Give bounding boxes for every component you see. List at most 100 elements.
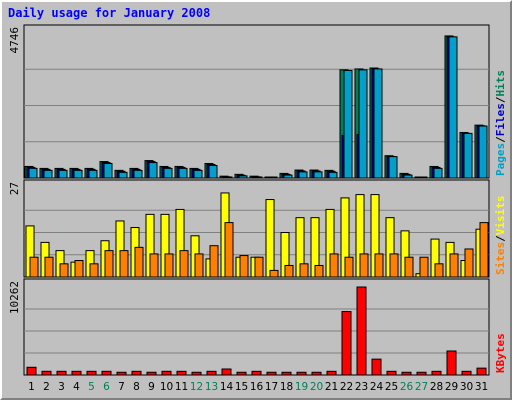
bar-visits-sites-day-29	[449, 253, 459, 278]
bar-visits-sites-day-27	[419, 256, 429, 278]
bar-hits-pages-day-8	[133, 169, 143, 179]
bar-visits-sites-day-5	[89, 263, 99, 278]
x-tick-label-day-12: 12	[190, 381, 203, 393]
bar-kbytes-kbytes-day-29	[446, 350, 457, 376]
bar-visits-sites-day-26	[404, 256, 414, 278]
legend-item: Visits	[494, 196, 507, 236]
panel-visits-ymax-label: 27	[8, 182, 21, 195]
bar-kbytes-kbytes-day-1	[26, 366, 37, 376]
bar-kbytes-kbytes-day-4	[71, 370, 82, 376]
x-tick-label-day-23: 23	[355, 381, 368, 393]
x-tick-label-day-31: 31	[475, 381, 488, 393]
bar-kbytes-kbytes-day-24	[371, 358, 382, 376]
panel-visits-legend: Sites/Visits	[494, 196, 507, 276]
bar-hits-pages-day-28	[433, 167, 443, 179]
bar-hits-pages-day-26	[403, 174, 413, 179]
bar-hits-pages-day-29	[448, 36, 458, 179]
bar-visits-sites-day-13	[209, 245, 219, 278]
bar-visits-sites-day-30	[464, 248, 474, 278]
bar-kbytes-kbytes-day-3	[56, 370, 67, 376]
bar-visits-sites-day-18	[284, 264, 294, 278]
bar-hits-pages-day-27	[418, 176, 428, 179]
bar-hits-pages-day-11	[178, 167, 188, 179]
x-tick-label-day-1: 1	[28, 381, 35, 393]
bar-kbytes-kbytes-day-28	[431, 370, 442, 376]
bar-visits-sites-day-4	[74, 260, 84, 278]
bar-visits-sites-day-19	[299, 263, 309, 278]
x-tick-label-day-16: 16	[250, 381, 264, 393]
x-tick-label-day-5: 5	[88, 381, 95, 393]
bar-hits-pages-day-20	[313, 171, 323, 179]
bar-kbytes-kbytes-day-25	[386, 370, 397, 376]
x-tick-label-day-15: 15	[235, 381, 248, 393]
x-tick-label-day-17: 17	[265, 381, 278, 393]
panel-kbytes-legend: KBytes	[494, 333, 507, 373]
bar-hits-pages-day-21	[328, 171, 338, 179]
bar-kbytes-kbytes-day-5	[86, 370, 97, 376]
x-tick-label-day-13: 13	[205, 381, 218, 393]
x-tick-label-day-24: 24	[370, 381, 384, 393]
panel-hits-plot-area	[23, 24, 490, 179]
bar-hits-pages-day-1	[28, 167, 38, 179]
bar-kbytes-kbytes-day-19	[296, 371, 307, 376]
bar-visits-sites-day-12	[194, 253, 204, 278]
bar-visits-sites-day-21	[329, 253, 339, 278]
x-tick-label-day-2: 2	[43, 381, 50, 393]
bar-kbytes-kbytes-day-16	[251, 370, 262, 376]
bar-visits-sites-day-7	[119, 250, 129, 278]
bar-hits-pages-day-25	[388, 156, 398, 179]
bar-kbytes-kbytes-day-23	[356, 286, 367, 376]
bar-hits-pages-day-10	[163, 167, 173, 179]
bar-visits-sites-day-6	[104, 250, 114, 278]
x-tick-label-day-3: 3	[58, 381, 65, 393]
legend-item: Files	[494, 103, 507, 136]
panel-visits: 27 Sites/Visits	[8, 179, 507, 278]
bar-visits-sites-day-22	[344, 256, 354, 278]
bar-visits-sites-day-28	[434, 263, 444, 278]
legend-item: Sites	[494, 242, 507, 275]
bar-visits-sites-day-25	[389, 253, 399, 278]
bar-hits-pages-day-18	[283, 174, 293, 179]
panel-kbytes-plot-area	[23, 278, 490, 376]
bar-hits-pages-day-3	[58, 169, 68, 179]
legend-item: Hits	[494, 70, 507, 97]
bar-hits-pages-day-31	[478, 125, 488, 179]
x-tick-label-day-10: 10	[160, 381, 173, 393]
bar-hits-pages-day-13	[208, 164, 218, 179]
x-tick-label-day-9: 9	[148, 381, 155, 393]
legend-item: /	[494, 96, 507, 103]
bar-hits-pages-day-7	[118, 171, 128, 179]
bar-visits-sites-day-16	[254, 256, 264, 278]
bar-hits-pages-day-14	[223, 176, 233, 179]
bar-visits-sites-day-17	[269, 269, 279, 278]
bar-hits-pages-day-5	[88, 169, 98, 179]
x-tick-label-day-11: 11	[175, 381, 188, 393]
bar-kbytes-kbytes-day-14	[221, 368, 232, 376]
bar-visits-sites-day-3	[59, 263, 69, 278]
bar-kbytes-kbytes-day-13	[206, 370, 217, 376]
x-tick-label-day-18: 18	[280, 381, 293, 393]
bar-hits-pages-day-19	[298, 171, 308, 179]
bar-visits-sites-day-8	[134, 246, 144, 278]
bar-kbytes-kbytes-day-15	[236, 371, 247, 376]
chart-title: Daily usage for January 2008	[8, 6, 211, 20]
bar-visits-sites-day-24	[374, 253, 384, 278]
bar-kbytes-kbytes-day-22	[341, 311, 352, 376]
x-tick-label-day-26: 26	[400, 381, 414, 393]
bar-hits-pages-day-17	[268, 176, 278, 179]
bar-hits-pages-day-12	[193, 169, 203, 179]
bar-hits-pages-day-30	[463, 132, 473, 179]
x-tick-label-day-22: 22	[340, 381, 353, 393]
bar-kbytes-kbytes-day-8	[131, 370, 142, 376]
x-tick-label-day-14: 14	[220, 381, 234, 393]
panel-hits-ymax-label: 4746	[8, 27, 21, 54]
bar-visits-sites-day-11	[179, 250, 189, 278]
bar-hits-pages-day-16	[253, 176, 263, 179]
x-tick-label-day-28: 28	[430, 381, 443, 393]
bar-hits-pages-day-9	[148, 162, 158, 179]
bar-hits-pages-day-24	[373, 68, 383, 179]
panel-kbytes-ymax-label: 10262	[8, 281, 21, 314]
bar-kbytes-kbytes-day-17	[266, 371, 277, 376]
